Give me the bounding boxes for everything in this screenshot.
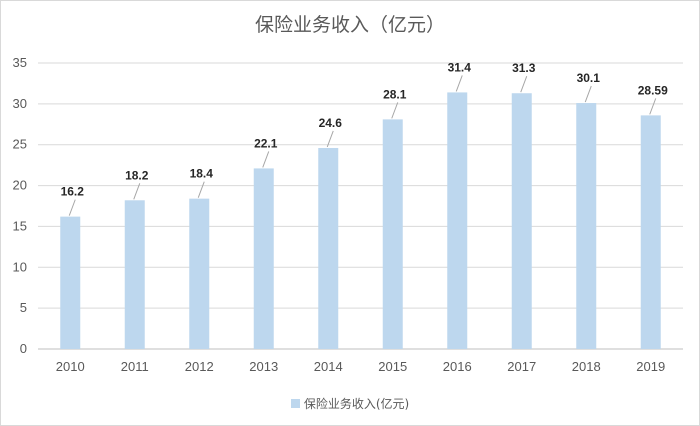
x-tick-label: 2014 (314, 359, 343, 374)
data-label: 18.2 (125, 168, 149, 182)
bar (511, 93, 532, 349)
legend-label: 保险业务收入(亿元) (303, 396, 410, 411)
data-label: 28.1 (383, 87, 407, 101)
bar (189, 198, 210, 349)
chart-title: 保险业务收入（亿元） (254, 14, 445, 36)
data-label-leader (68, 199, 76, 216)
y-tick-label: 10 (13, 259, 27, 274)
data-label-leader (520, 76, 528, 93)
x-tick-label: 2013 (249, 359, 278, 374)
bar (640, 115, 661, 349)
y-tick-label: 30 (13, 96, 27, 111)
x-tick-label: 2018 (572, 359, 601, 374)
x-tick-label: 2016 (443, 359, 472, 374)
data-label-leader (197, 181, 205, 198)
y-tick-label: 15 (13, 218, 27, 233)
data-label: 31.3 (512, 61, 536, 75)
data-label: 31.4 (448, 60, 472, 74)
x-tick-label: 2011 (121, 359, 149, 374)
bar (318, 147, 339, 349)
x-tick-label: 2019 (636, 359, 665, 374)
y-tick-label: 0 (20, 341, 27, 356)
data-label-leader (455, 75, 463, 92)
data-label-leader (133, 183, 141, 200)
legend: 保险业务收入(亿元) (0, 393, 700, 413)
bar (576, 103, 597, 349)
data-label-leader (584, 85, 592, 103)
data-label: 16.2 (61, 185, 85, 199)
bar (124, 200, 145, 349)
x-tick-label: 2015 (378, 359, 407, 374)
y-tick-label: 5 (20, 300, 27, 315)
data-label: 24.6 (319, 116, 343, 130)
data-label: 18.4 (190, 167, 214, 181)
data-label-leader (262, 151, 270, 168)
y-tick-label: 25 (13, 137, 27, 152)
y-tick-label: 20 (13, 178, 27, 193)
data-label-leader (649, 98, 657, 115)
data-label-leader (326, 130, 334, 148)
x-tick-label: 2012 (185, 359, 214, 374)
data-label: 28.59 (638, 83, 668, 97)
bar (382, 119, 403, 349)
data-label: 30.1 (577, 71, 601, 85)
x-tick-label: 2017 (507, 359, 536, 374)
data-label-leader (391, 102, 399, 119)
x-tick-label: 2010 (56, 359, 85, 374)
bar (60, 216, 81, 349)
bar (253, 168, 274, 349)
legend-swatch (290, 398, 300, 408)
bar (447, 92, 468, 349)
y-tick-label: 35 (13, 55, 27, 70)
data-label: 22.1 (254, 136, 278, 150)
